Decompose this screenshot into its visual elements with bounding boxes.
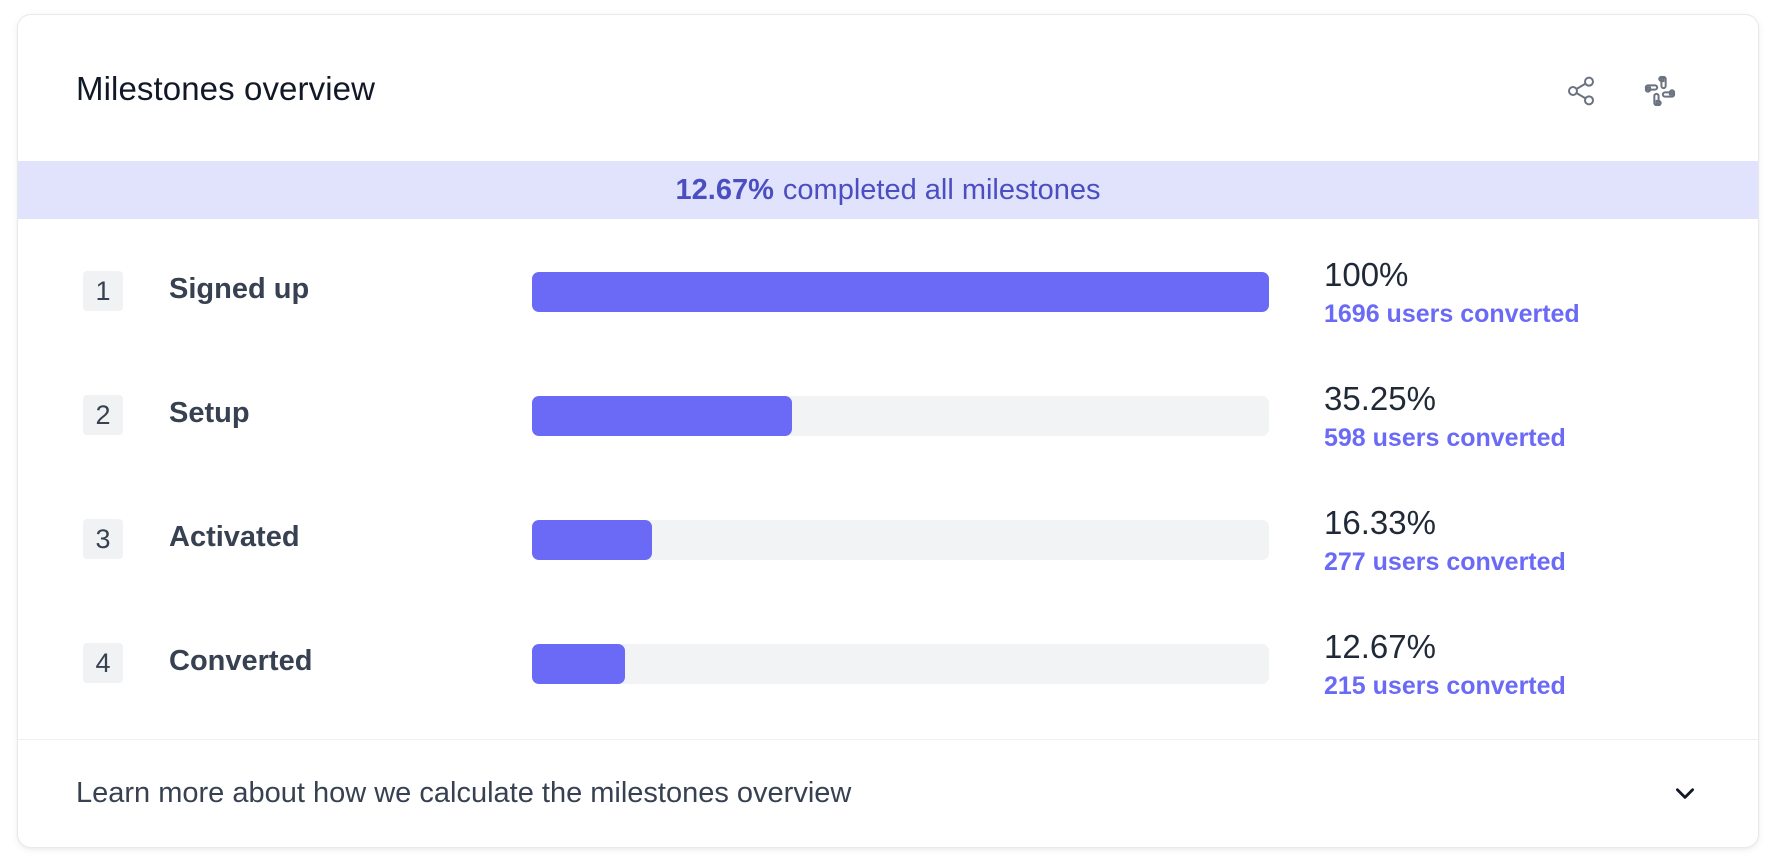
- milestone-row: 4 Converted 12.67% 215 users converted: [18, 591, 1758, 715]
- milestone-row: 2 Setup 35.25% 598 users converted: [18, 343, 1758, 467]
- milestone-progress-fill: [532, 396, 792, 436]
- milestone-percent: 16.33%: [1324, 504, 1436, 541]
- chevron-down-icon[interactable]: [1668, 776, 1702, 810]
- milestone-progress-fill: [532, 272, 1269, 312]
- page-title: Milestones overview: [76, 70, 376, 107]
- milestone-percent: 12.67%: [1324, 628, 1436, 665]
- share-button[interactable]: [1559, 69, 1603, 113]
- slack-icon: [1644, 75, 1676, 107]
- milestone-label: Converted: [169, 645, 313, 677]
- milestone-converted-link[interactable]: 215 users converted: [1324, 672, 1566, 700]
- milestone-label: Setup: [169, 397, 250, 429]
- completion-text: completed all milestones: [782, 173, 1101, 206]
- milestone-progress-bar[interactable]: [532, 644, 1269, 684]
- milestone-progress-bar[interactable]: [532, 396, 1269, 436]
- milestone-label: Signed up: [169, 273, 310, 305]
- milestone-row: 1 Signed up 100% 1696 users converted: [18, 219, 1758, 343]
- milestone-progress-bar[interactable]: [532, 520, 1269, 560]
- milestones-card: Milestones overview 1 2: [17, 14, 1759, 848]
- milestone-row: 3 Activated 16.33% 277 users converted: [18, 467, 1758, 591]
- learn-more-accordion[interactable]: Learn more about how we calculate the mi…: [18, 739, 1758, 847]
- milestone-progress-fill: [532, 520, 653, 560]
- milestone-number: 1: [83, 271, 123, 311]
- milestone-converted-link[interactable]: 598 users converted: [1324, 424, 1566, 452]
- card-header: Milestones overview: [18, 15, 1758, 161]
- milestone-label: Activated: [169, 521, 300, 553]
- milestone-percent: 35.25%: [1324, 380, 1436, 417]
- milestone-converted-link[interactable]: 1696 users converted: [1324, 300, 1580, 328]
- slack-button[interactable]: [1638, 69, 1682, 113]
- share-icon: [1568, 76, 1594, 106]
- milestone-progress-fill: [532, 644, 626, 684]
- completion-percent: 12.67%: [675, 173, 774, 206]
- milestone-converted-link[interactable]: 277 users converted: [1324, 548, 1566, 576]
- milestone-percent: 100%: [1324, 256, 1409, 293]
- milestone-number: 3: [83, 519, 123, 559]
- completion-banner: 12.67% completed all milestones: [18, 161, 1758, 219]
- learn-more-text: Learn more about how we calculate the mi…: [76, 777, 852, 809]
- milestone-number: 2: [83, 395, 123, 435]
- milestone-number: 4: [83, 643, 123, 683]
- milestone-progress-bar[interactable]: [532, 272, 1269, 312]
